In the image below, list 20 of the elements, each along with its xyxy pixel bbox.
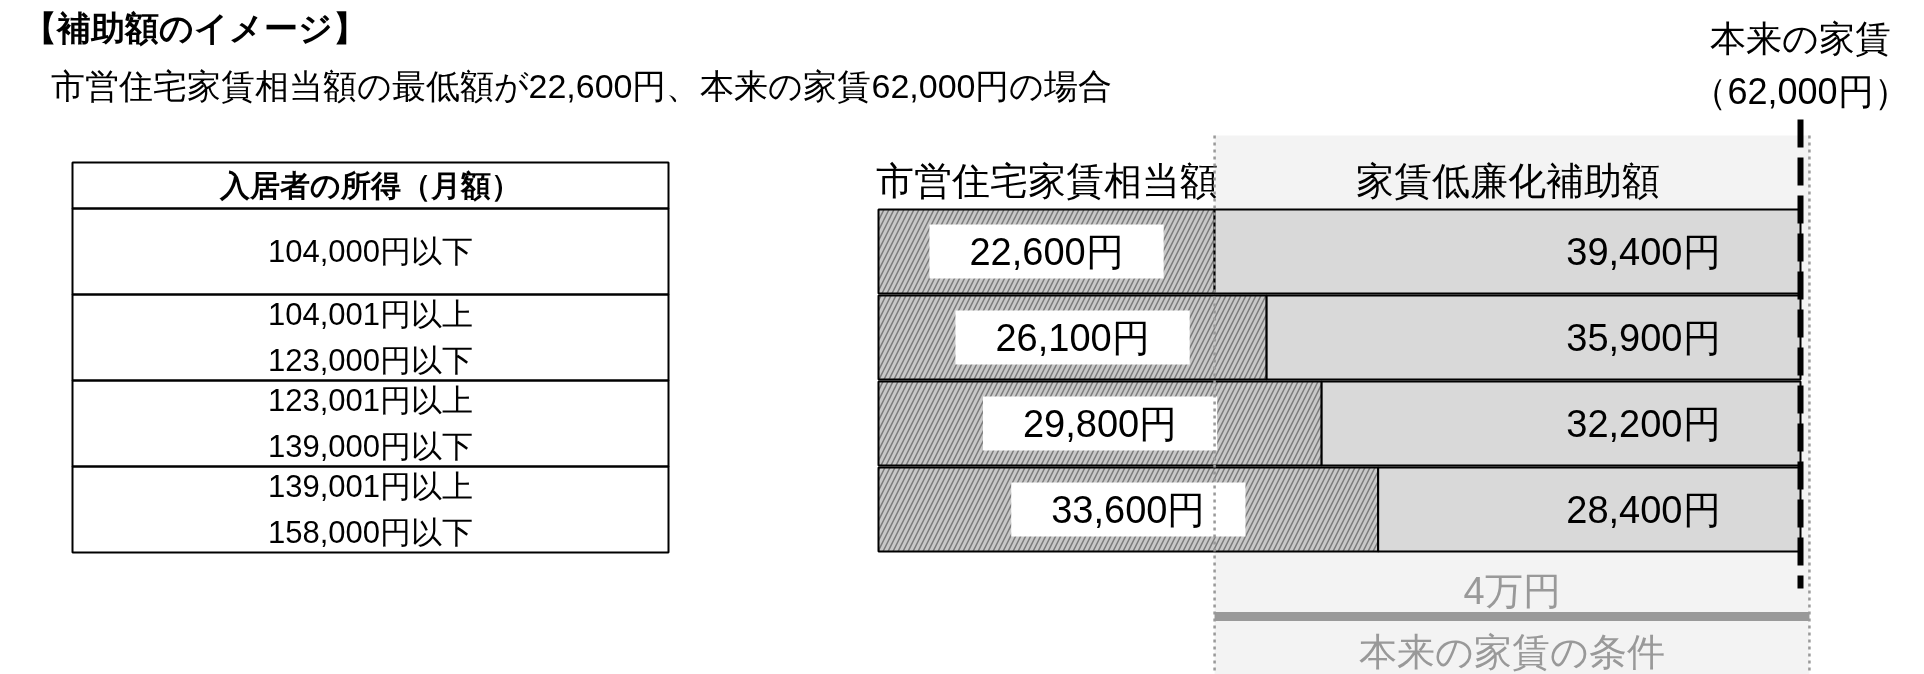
data-label: 22,600円 — [969, 230, 1124, 273]
data-label: 35,900円 — [1566, 316, 1721, 359]
data-label: 28,400円 — [1566, 488, 1721, 531]
y-tick-label: 123,001円以上 139,000円以下 — [267, 383, 474, 464]
data-label: 39,400円 — [1566, 230, 1721, 273]
data-label: 26,100円 — [995, 316, 1150, 359]
y-tick-label: 139,001円以上 158,000円以下 — [267, 469, 474, 550]
text: 本来の家賃の条件 — [1359, 630, 1665, 673]
y-axis-title: 入居者の所得（月額） — [219, 169, 521, 202]
text: 市営住宅家賃相当額の最低額が22,600円、本来の家賃62,000円の場合 — [50, 66, 1113, 105]
y-tick-label: 104,000円以下 — [267, 234, 474, 269]
data-label: 33,600円 — [1051, 488, 1206, 531]
data-label: 29,800円 — [1022, 402, 1178, 445]
data-label: 32,200円 — [1566, 402, 1721, 445]
text: 【補助額のイメージ】 — [22, 8, 367, 47]
ref-line-label: 本来の家賃（62,000円） — [1691, 18, 1910, 113]
y-tick-label: 104,001円以上 123,000円以下 — [267, 297, 474, 378]
series-label: 市営住宅家賃相当額 — [875, 159, 1218, 202]
band-label: 4万円 — [1463, 569, 1561, 612]
series-label: 家賃低廉化補助額 — [1355, 159, 1660, 202]
